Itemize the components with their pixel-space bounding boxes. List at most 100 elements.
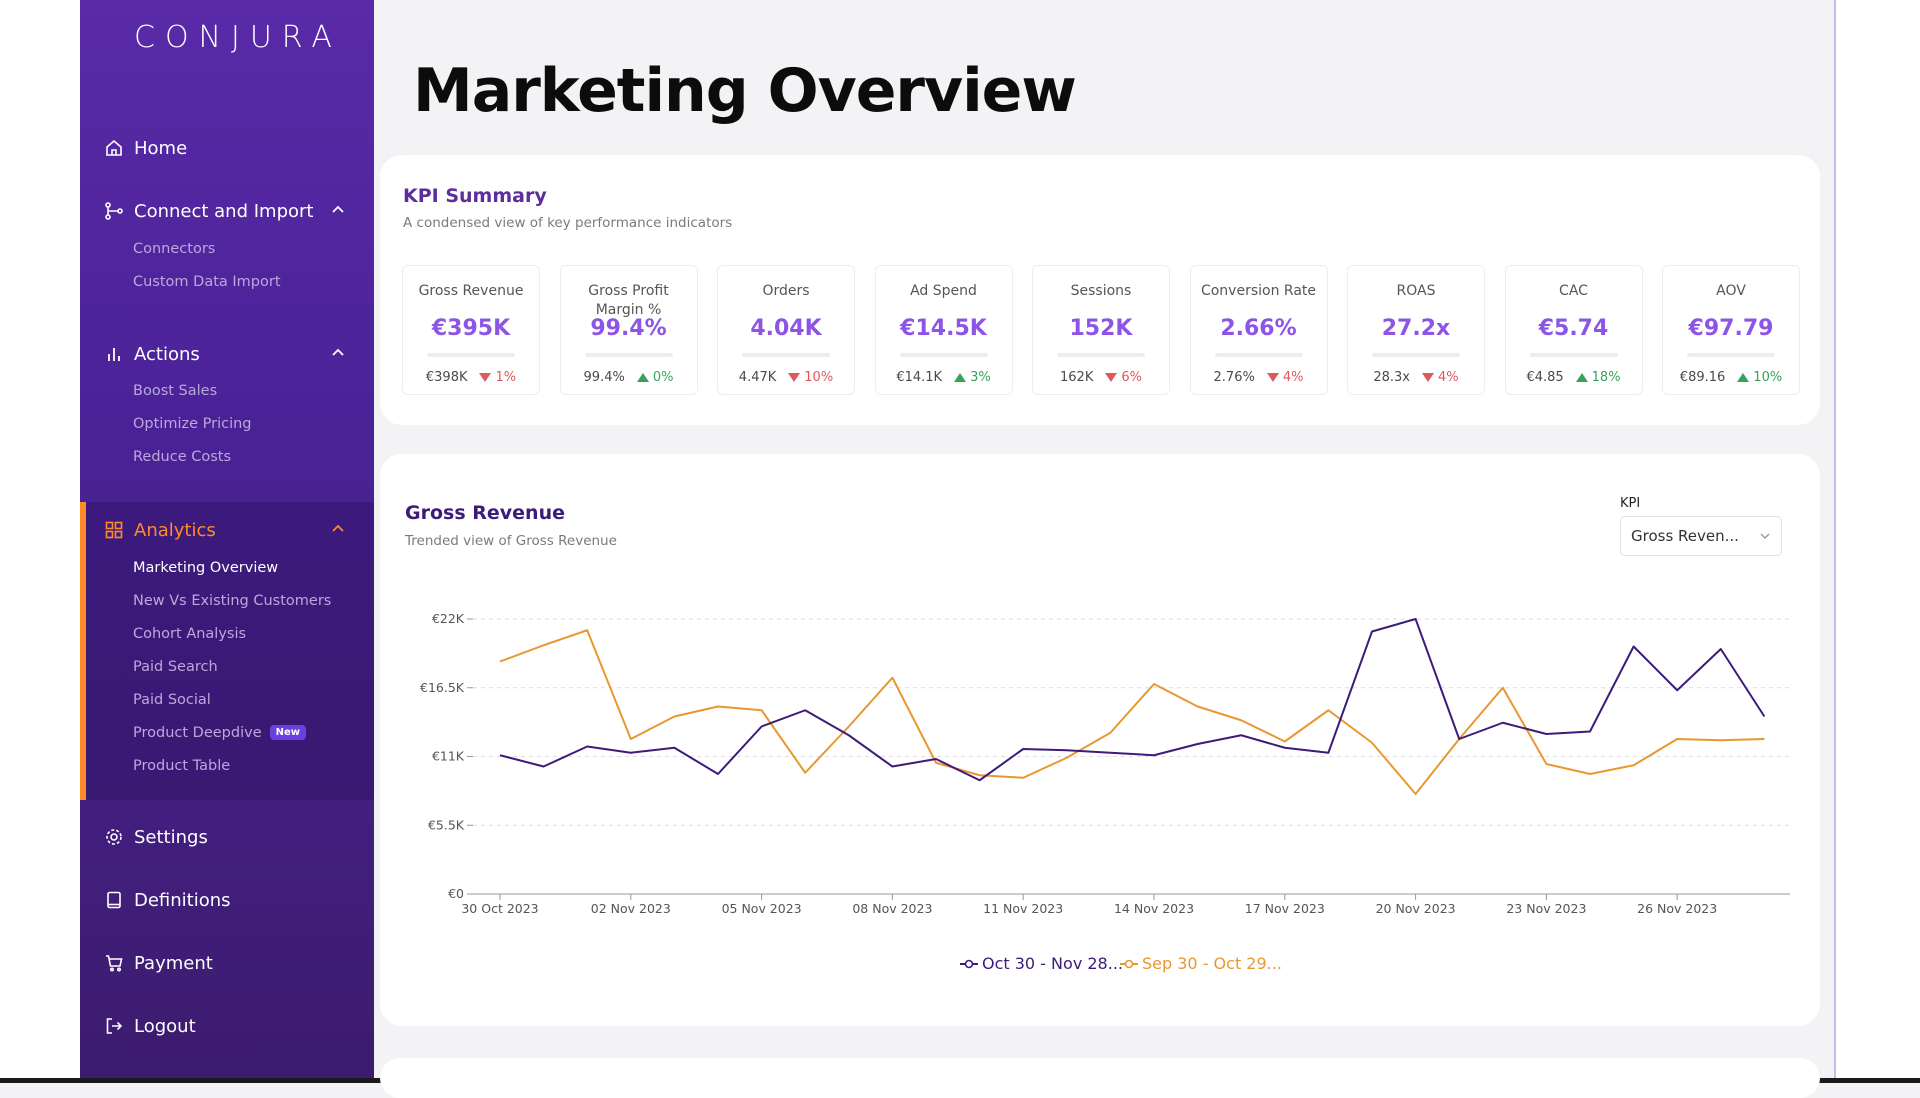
kpi-tile-divider — [1214, 353, 1303, 357]
sub-reduce-costs[interactable]: Reduce Costs — [133, 449, 232, 465]
kpi-tile-change: 3% — [954, 370, 991, 385]
kpi-tile-value: €395K — [431, 316, 511, 341]
kpi-tile-value: 27.2x — [1381, 316, 1451, 341]
home-icon — [106, 139, 122, 156]
x-tick-label: 23 Nov 2023 — [1506, 901, 1586, 916]
nav-logout[interactable]: Logout — [104, 1011, 196, 1041]
triangle-down-icon — [479, 373, 492, 382]
triangle-up-icon — [1575, 373, 1588, 382]
page-title: Marketing Overview — [413, 56, 1077, 126]
kpi-tile-divider — [742, 353, 830, 357]
chevron-up-icon[interactable] — [330, 521, 346, 537]
logout-icon — [106, 1018, 123, 1034]
nav-definitions[interactable]: Definitions — [104, 885, 231, 915]
gross-revenue-card: Gross Revenue Trended view of Gross Reve… — [380, 454, 1820, 1026]
nav-actions-label: Actions — [134, 343, 200, 365]
kpi-tile-previous: €89.16 — [1679, 370, 1726, 385]
sub-cohort-analysis[interactable]: Cohort Analysis — [133, 626, 247, 642]
new-badge: New — [269, 725, 307, 740]
kpi-tile-change: 10% — [788, 370, 833, 385]
kpi-tile-label: Orders — [762, 283, 810, 299]
kpi-select-label: KPI — [1620, 496, 1641, 511]
sub-boost-sales[interactable]: Boost Sales — [133, 383, 218, 399]
sub-marketing-overview[interactable]: Marketing Overview — [133, 560, 279, 576]
sub-optimize-pricing[interactable]: Optimize Pricing — [133, 416, 252, 432]
sub-paid-social[interactable]: Paid Social — [133, 692, 211, 708]
x-tick-label: 17 Nov 2023 — [1245, 901, 1325, 916]
kpi-tile: CAC €5.74 €4.85 18% — [1504, 265, 1643, 395]
kpi-tile-label: Sessions — [1070, 283, 1132, 299]
bar-chart-icon — [108, 348, 120, 361]
kpi-tile-value: €5.74 — [1538, 316, 1609, 341]
kpi-tile-change: 0% — [636, 370, 673, 385]
kpi-tile-footer: 4.47K 10% — [718, 370, 854, 385]
kpi-tile-footer: €398K 1% — [403, 370, 539, 385]
chevron-up-icon[interactable] — [330, 202, 346, 218]
kpi-tile-value: 4.04K — [750, 316, 822, 341]
sub-paid-search[interactable]: Paid Search — [133, 659, 218, 675]
kpi-tile-footer: 28.3x 4% — [1348, 370, 1484, 385]
kpi-tile-label: Gross Revenue — [418, 283, 524, 299]
sub-product-table[interactable]: Product Table — [133, 758, 231, 774]
x-tick-label: 30 Oct 2023 — [461, 901, 538, 916]
kpi-tile-label: CAC — [1559, 283, 1588, 299]
legend-previous[interactable]: Sep 30 - Oct 29... — [1120, 954, 1282, 973]
kpi-tile-change-value: 6% — [1121, 370, 1142, 385]
legend-current-label: Oct 30 - Nov 28... — [982, 954, 1123, 973]
nav-definitions-label: Definitions — [134, 889, 231, 911]
nav-settings[interactable]: Settings — [104, 822, 208, 852]
chevron-down-icon — [1760, 533, 1770, 539]
legend-current-marker-icon — [960, 959, 978, 968]
kpi-tile-change: 10% — [1737, 370, 1782, 385]
kpi-tile-divider — [1529, 353, 1618, 357]
kpi-tile-change-value: 1% — [495, 370, 517, 385]
kpi-tile: ROAS 27.2x 28.3x 4% — [1347, 265, 1485, 395]
y-tick-label: €22K — [432, 611, 465, 626]
y-tick-label: €5.5K — [428, 817, 465, 832]
kpi-tile-footer: €4.85 18% — [1506, 370, 1642, 385]
kpi-tile-value: 152K — [1069, 316, 1133, 341]
active-accent — [80, 502, 86, 800]
nav-connect-and-import[interactable]: Connect and Import — [104, 196, 354, 226]
chart-title: Gross Revenue — [405, 502, 565, 524]
kpi-tile: Gross Revenue €395K €398K 1% — [402, 265, 540, 395]
nav-actions[interactable]: Actions — [104, 339, 354, 369]
kpi-tile: Conversion Rate 2.66% 2.76% 4% — [1189, 265, 1328, 395]
kpi-select[interactable]: Gross Reven... — [1620, 516, 1782, 556]
kpi-tile-previous: 2.76% — [1213, 370, 1255, 385]
sub-connectors[interactable]: Connectors — [133, 241, 216, 257]
y-tick-label: €16.5K — [420, 680, 465, 695]
kpi-tile-value: 99.4% — [590, 316, 667, 341]
triangle-up-icon — [954, 373, 967, 382]
sub-custom-data-import[interactable]: Custom Data Import — [133, 274, 281, 290]
kpi-tile-label: Conversion Rate — [1200, 283, 1317, 299]
sub-product-deepdive-label: Product Deepdive — [133, 725, 262, 741]
sub-product-deepdive[interactable]: Product Deepdive New — [133, 725, 307, 741]
kpi-tile-previous: 162K — [1060, 370, 1094, 385]
kpi-tile-change: 4% — [1266, 370, 1303, 385]
kpi-tile-divider — [1057, 353, 1145, 357]
kpi-tile-previous: 4.47K — [738, 370, 777, 385]
nav-payment[interactable]: Payment — [104, 948, 213, 978]
grid-icon — [105, 521, 123, 539]
y-tick-label: €11K — [432, 749, 465, 764]
kpi-tile-value: €97.79 — [1688, 316, 1774, 341]
chevron-up-icon[interactable] — [330, 345, 346, 361]
kpi-tile-divider — [427, 353, 515, 357]
legend-previous-marker-icon — [1120, 959, 1138, 968]
nav-analytics[interactable]: Analytics — [104, 515, 354, 545]
kpi-tile-divider — [584, 353, 673, 357]
y-tick-label: €0 — [448, 886, 464, 901]
x-tick-label: 02 Nov 2023 — [591, 901, 671, 916]
logo[interactable]: CONJURA — [134, 20, 342, 55]
triangle-down-icon — [1266, 373, 1279, 382]
sub-new-vs-existing[interactable]: New Vs Existing Customers — [133, 593, 332, 609]
nav-home[interactable]: Home — [104, 133, 187, 163]
legend-current[interactable]: Oct 30 - Nov 28... — [960, 954, 1123, 973]
kpi-tile: Sessions 152K 162K 6% — [1032, 265, 1170, 395]
triangle-up-icon — [1737, 373, 1750, 382]
kpi-tile-change: 4% — [1422, 370, 1459, 385]
connect-icon — [105, 202, 123, 220]
x-tick-label: 26 Nov 2023 — [1637, 901, 1717, 916]
kpi-tile: AOV €97.79 €89.16 10% — [1662, 265, 1800, 395]
